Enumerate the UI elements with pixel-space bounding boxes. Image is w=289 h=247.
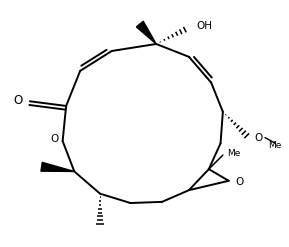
Text: O: O [14, 94, 23, 107]
Text: Me: Me [227, 149, 241, 158]
Polygon shape [41, 162, 74, 171]
Text: Me: Me [268, 141, 282, 150]
Text: O: O [236, 177, 244, 187]
Polygon shape [136, 21, 156, 44]
Text: O: O [254, 133, 263, 143]
Text: OH: OH [196, 21, 212, 31]
Text: O: O [50, 134, 59, 144]
